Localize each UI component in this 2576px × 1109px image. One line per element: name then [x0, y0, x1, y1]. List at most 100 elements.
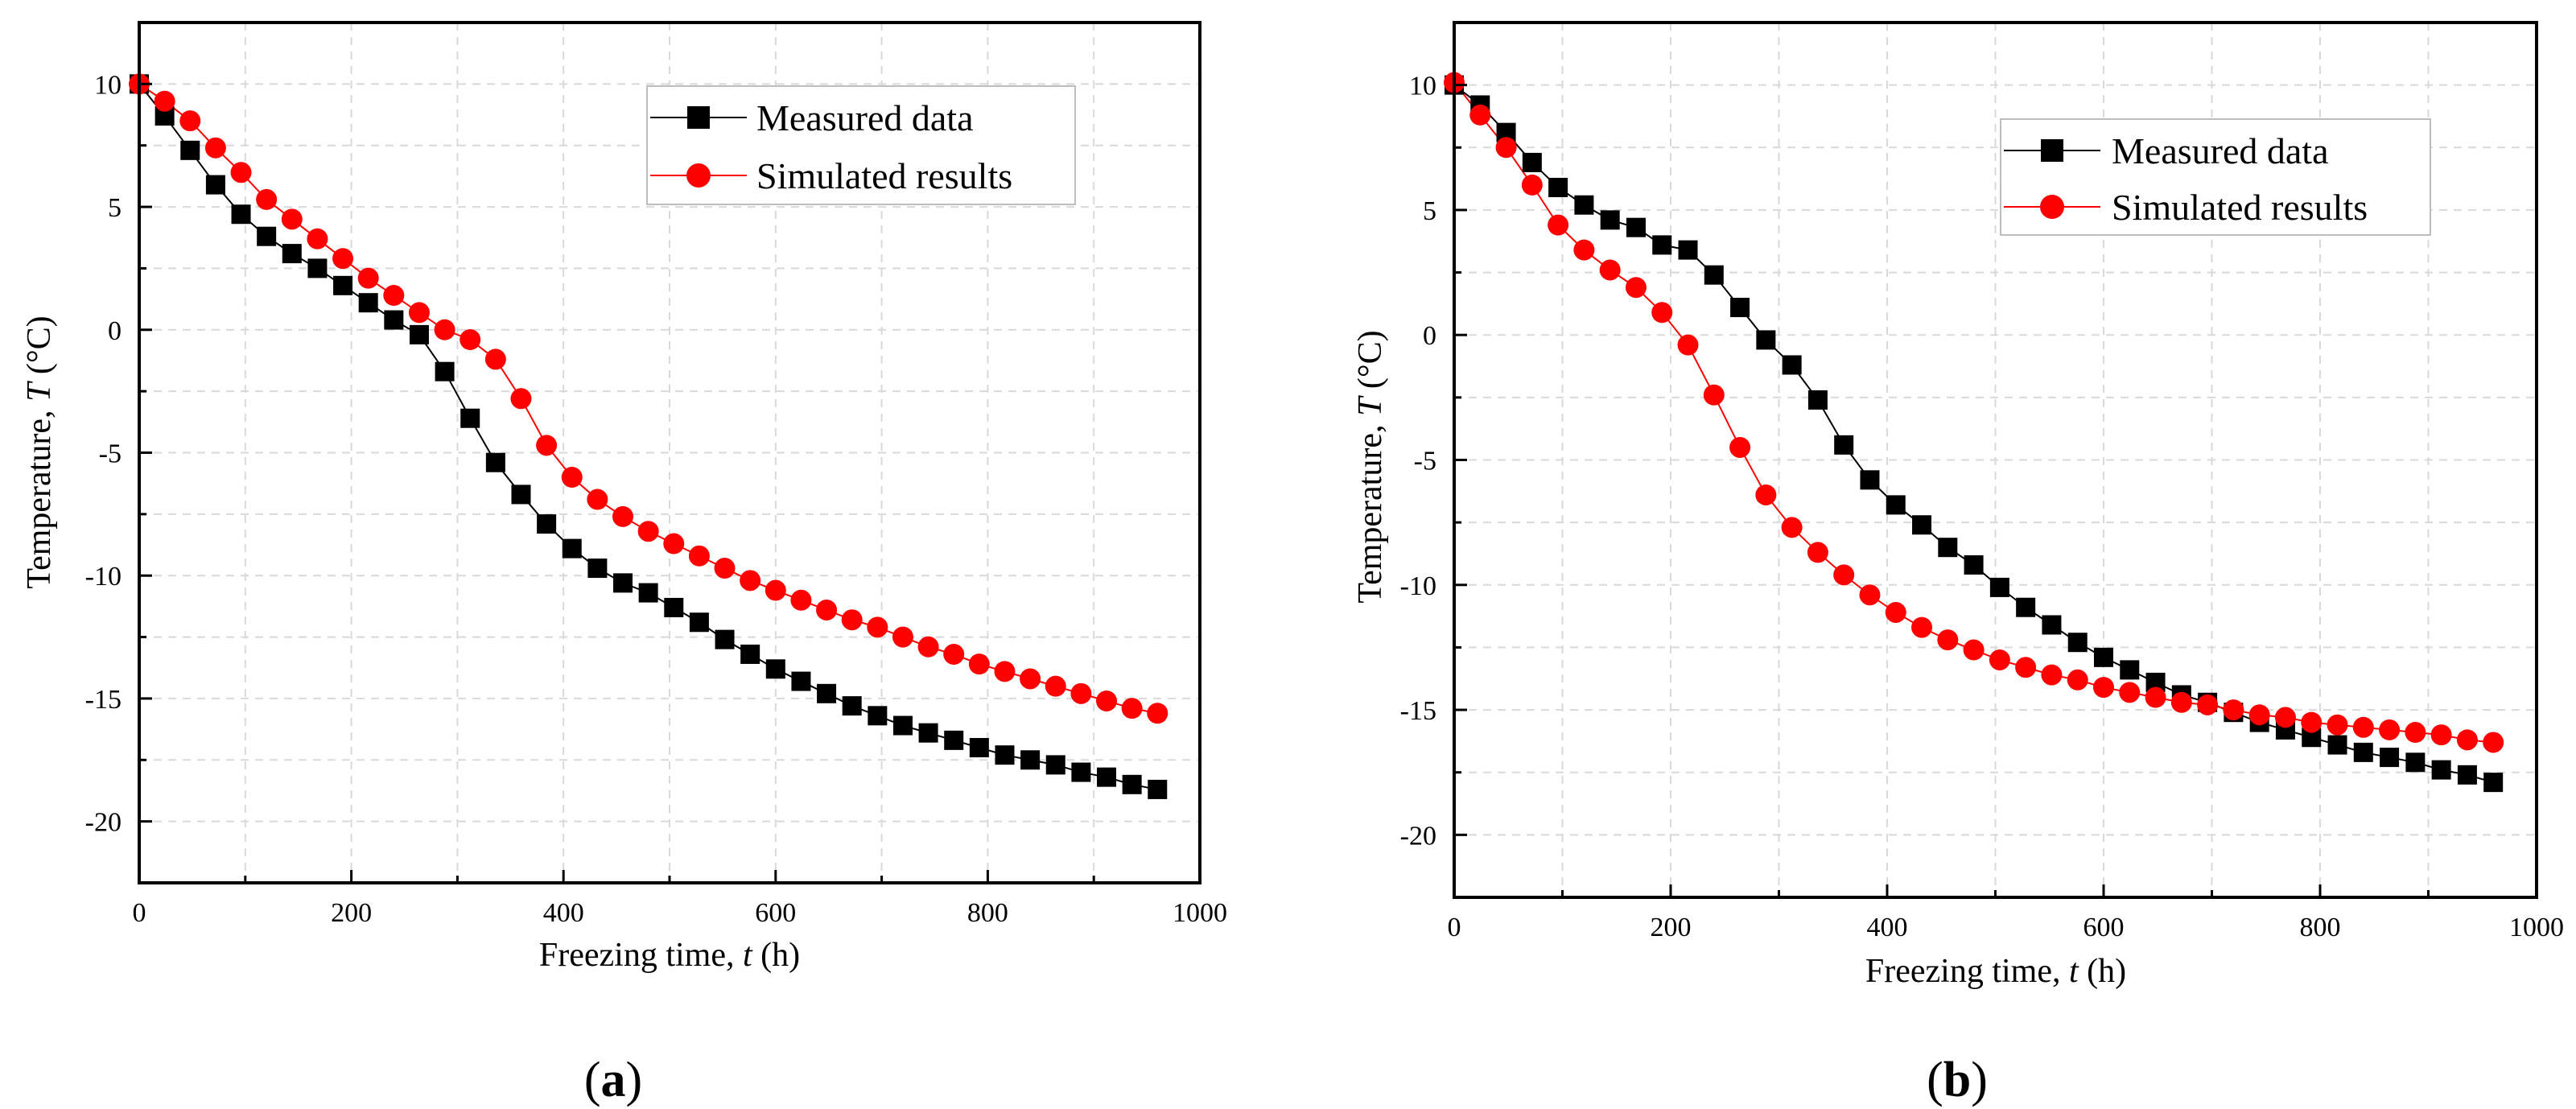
x-tick-label-a: 800 — [967, 898, 1008, 928]
x-tick-label-a: 200 — [331, 898, 372, 928]
y-axis-title-a: Temperature, T (°C) — [21, 315, 58, 588]
data-point-measured-a — [1020, 750, 1041, 770]
data-point-measured-b — [1730, 298, 1750, 318]
x-tick-label-b: 0 — [1448, 913, 1461, 942]
data-point-simulated-a — [408, 302, 430, 324]
y-tick-label-a: 10 — [94, 70, 122, 100]
data-point-simulated-b — [1521, 174, 1543, 196]
data-point-simulated-b — [1755, 484, 1777, 505]
data-point-measured-a — [1071, 762, 1091, 782]
legend-marker-simulated-a — [686, 163, 711, 188]
x-tick-label-b: 200 — [1651, 913, 1692, 942]
data-point-measured-b — [1807, 390, 1828, 410]
data-point-simulated-a — [256, 188, 278, 210]
y-tick-label-b: -20 — [1400, 821, 1436, 851]
data-point-measured-b — [2067, 633, 2088, 653]
data-point-measured-a — [740, 644, 760, 664]
data-point-simulated-a — [204, 137, 226, 159]
legend-label-measured-b: Measured data — [2112, 130, 2329, 171]
y-axis-title-b: Temperature, T (°C) — [1352, 330, 1389, 603]
x-tick-label-a: 400 — [543, 898, 584, 928]
data-point-measured-a — [995, 745, 1015, 765]
data-point-measured-a — [562, 538, 582, 559]
data-point-simulated-b — [1703, 384, 1725, 406]
data-point-simulated-a — [637, 521, 659, 542]
data-point-measured-b — [1782, 355, 1802, 375]
y-tick-label-b: 0 — [1423, 321, 1436, 351]
data-point-simulated-b — [2015, 657, 2037, 678]
data-point-simulated-a — [765, 579, 786, 601]
data-point-simulated-a — [841, 609, 863, 631]
data-point-measured-b — [1652, 235, 1672, 255]
y-tick-label-b: 10 — [1409, 72, 1436, 101]
data-point-simulated-b — [1729, 436, 1751, 458]
data-point-measured-b — [1574, 195, 1594, 215]
data-point-measured-b — [1912, 515, 1932, 535]
data-point-simulated-a — [688, 545, 710, 567]
data-point-simulated-a — [357, 267, 379, 289]
data-point-simulated-b — [2248, 704, 2270, 726]
data-point-simulated-b — [1469, 104, 1491, 126]
data-point-measured-a — [689, 612, 709, 633]
data-point-measured-a — [587, 559, 608, 579]
data-point-measured-b — [2483, 773, 2504, 793]
data-point-measured-a — [485, 452, 505, 472]
data-point-simulated-a — [612, 505, 634, 527]
data-point-measured-a — [460, 408, 480, 428]
data-point-measured-a — [664, 597, 684, 617]
data-point-measured-a — [537, 514, 557, 534]
data-point-simulated-a — [740, 570, 761, 592]
data-point-measured-b — [1548, 177, 1568, 197]
data-point-measured-b — [1626, 217, 1646, 237]
data-point-simulated-b — [1573, 239, 1595, 261]
data-point-simulated-a — [816, 599, 838, 620]
data-point-simulated-a — [1121, 698, 1143, 719]
data-point-simulated-a — [179, 110, 201, 132]
data-point-simulated-a — [994, 661, 1016, 682]
data-point-simulated-a — [332, 248, 354, 270]
data-point-measured-a — [1097, 767, 1117, 787]
x-tick-label-b: 800 — [2300, 913, 2341, 942]
data-point-simulated-a — [460, 329, 481, 351]
legend-marker-measured-b — [2041, 139, 2063, 162]
data-point-measured-b — [1600, 210, 1620, 230]
data-point-simulated-a — [714, 558, 736, 579]
data-point-measured-b — [1704, 265, 1724, 285]
legend-marker-simulated-b — [2040, 195, 2064, 219]
x-tick-label-a: 600 — [755, 898, 796, 928]
data-point-measured-a — [511, 484, 531, 505]
data-point-measured-a — [892, 715, 913, 736]
data-point-simulated-a — [434, 319, 455, 340]
data-point-measured-a — [384, 310, 404, 330]
data-point-simulated-b — [1625, 277, 1647, 299]
chart-panel-a: 0 200 400 600 800 1000 10 5 0 -5 -10 -15 -20 Freezin… — [21, 21, 1227, 1107]
data-point-simulated-a — [790, 589, 812, 611]
series-layer-a — [129, 73, 1168, 799]
data-point-simulated-b — [2379, 719, 2401, 740]
chart-panel-b: 0 200 400 600 800 1000 10 5 0 -5 -10 -15 -20 Freezin… — [1352, 21, 2564, 1107]
data-point-measured-a — [613, 573, 633, 593]
ticks-a: 0 200 400 600 800 1000 10 5 0 -5 -10 -15 -20 — [85, 70, 1227, 928]
x-tick-label-b: 400 — [1867, 913, 1908, 942]
data-point-simulated-b — [1989, 649, 2010, 670]
x-tick-label-b: 1000 — [2509, 913, 2564, 942]
data-point-measured-b — [2327, 735, 2347, 755]
data-point-measured-b — [1834, 435, 1854, 455]
x-tick-label-a: 1000 — [1173, 898, 1227, 928]
data-point-measured-a — [307, 258, 328, 278]
data-point-simulated-a — [587, 489, 608, 510]
data-point-simulated-b — [2170, 691, 2192, 713]
panel-label-b: (b) — [1927, 1053, 1988, 1107]
data-point-simulated-a — [1045, 675, 1066, 697]
data-point-simulated-a — [230, 162, 252, 183]
data-point-measured-a — [969, 738, 989, 758]
legend-b: Measured data Simulated results — [2000, 118, 2431, 236]
data-point-measured-b — [1886, 495, 1906, 515]
data-point-measured-a — [944, 730, 964, 750]
data-point-simulated-a — [510, 388, 532, 410]
data-point-measured-b — [2016, 597, 2036, 617]
data-point-simulated-b — [2197, 694, 2219, 715]
legend-label-simulated-b: Simulated results — [2112, 187, 2368, 228]
data-point-measured-a — [435, 361, 455, 381]
data-point-measured-b — [2120, 660, 2140, 680]
